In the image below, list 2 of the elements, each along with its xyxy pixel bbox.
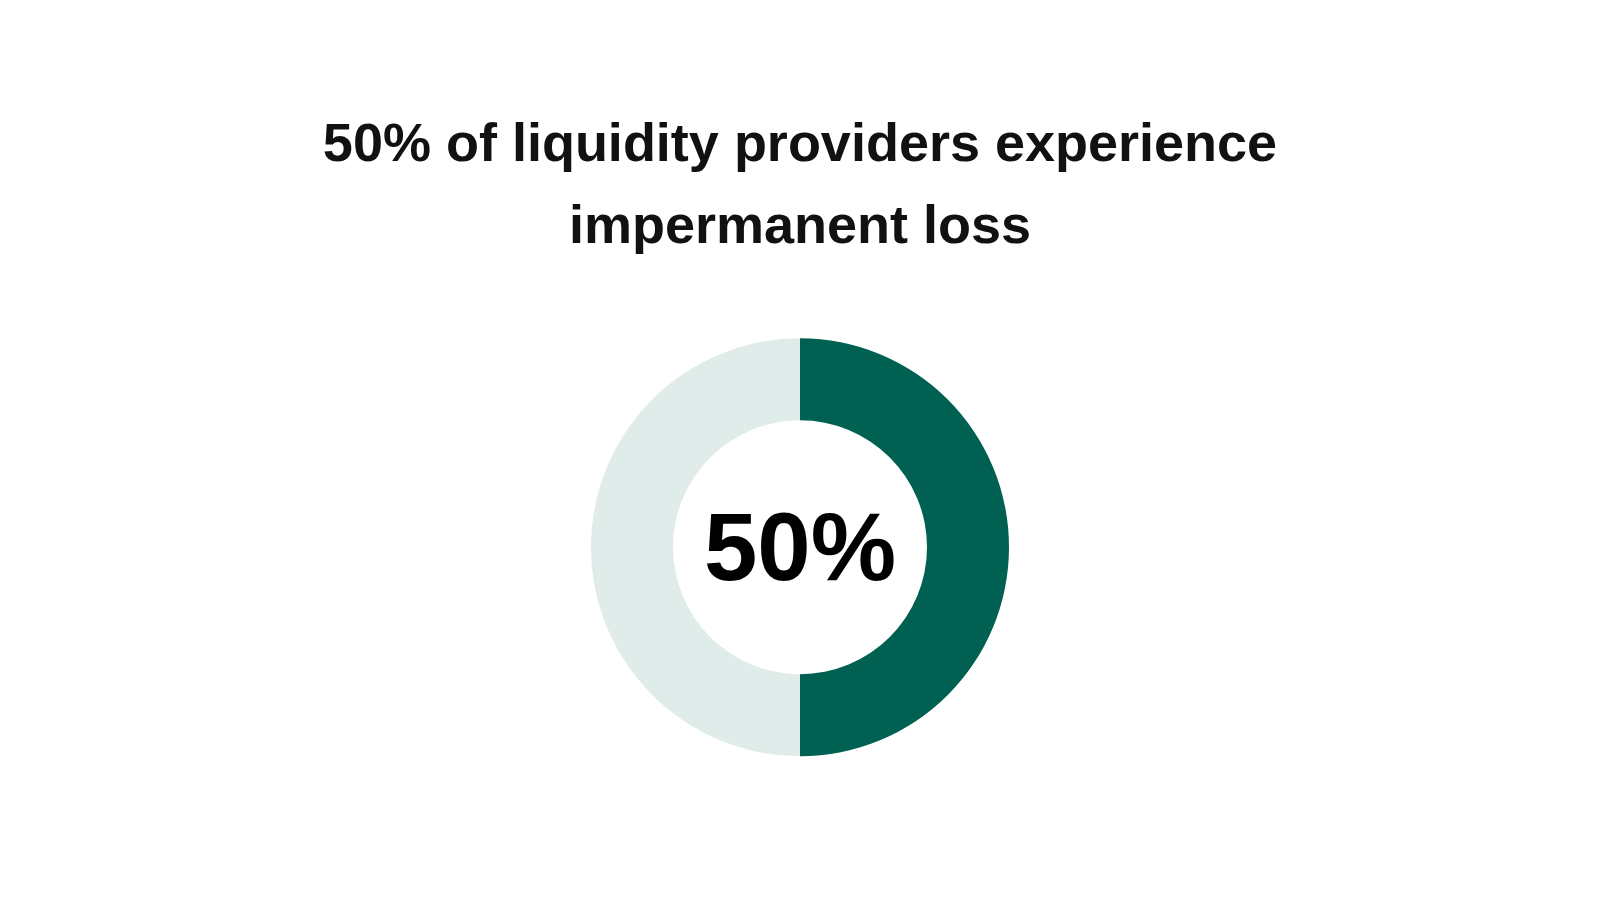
text: 50% [703, 492, 897, 600]
chart-title: 50% of liquidity providers experience impermanent loss [322, 112, 1278, 254]
